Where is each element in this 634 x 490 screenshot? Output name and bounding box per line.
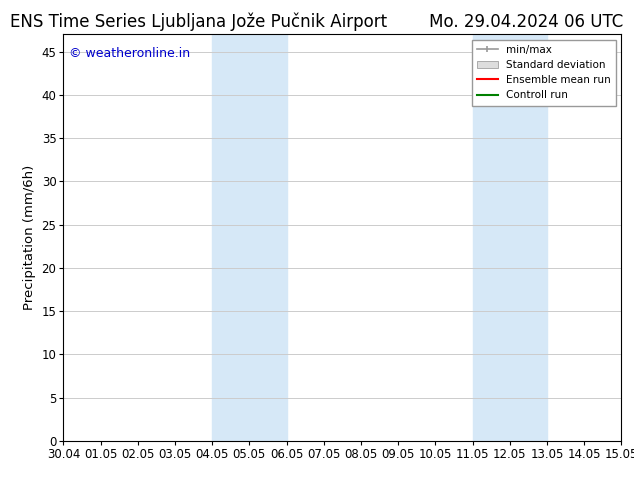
Bar: [212, 34, 287, 441]
Bar: [472, 34, 547, 441]
Legend: min/max, Standard deviation, Ensemble mean run, Controll run: min/max, Standard deviation, Ensemble me…: [472, 40, 616, 105]
Y-axis label: Precipitation (mm/6h): Precipitation (mm/6h): [23, 165, 36, 310]
Text: ENS Time Series Ljubljana Jože Pučnik Airport        Mo. 29.04.2024 06 UTC: ENS Time Series Ljubljana Jože Pučnik Ai…: [10, 12, 624, 31]
Text: © weatheronline.in: © weatheronline.in: [69, 47, 190, 59]
